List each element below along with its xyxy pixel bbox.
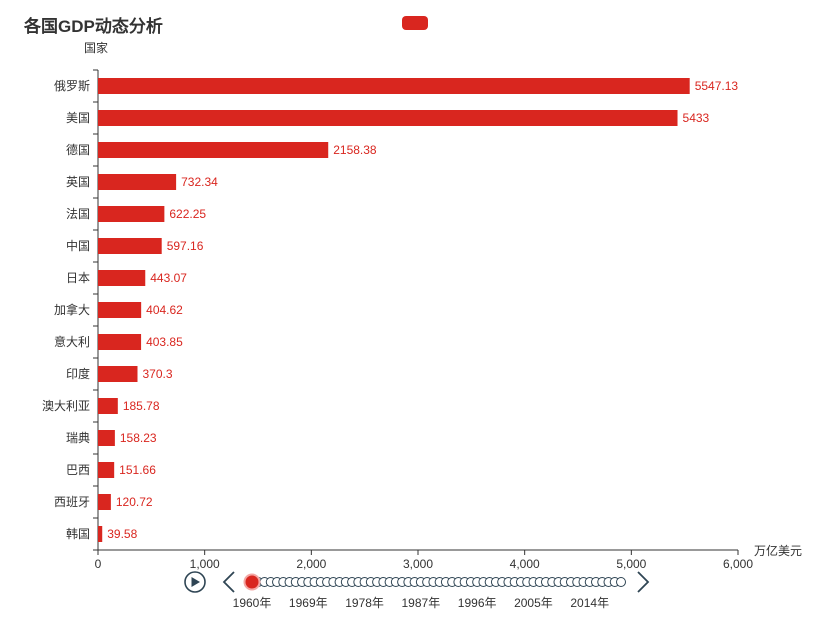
category-label: 俄罗斯 <box>54 79 90 93</box>
value-label: 622.25 <box>169 207 206 221</box>
x-tick-label: 4,000 <box>510 557 540 571</box>
category-label: 德国 <box>66 142 90 157</box>
bar <box>98 430 115 446</box>
value-label: 151.66 <box>119 463 156 477</box>
value-label: 158.23 <box>120 431 157 445</box>
play-icon <box>184 571 206 593</box>
x-tick-label: 3,000 <box>403 557 433 571</box>
category-label: 法国 <box>66 207 90 221</box>
category-label: 美国 <box>66 111 90 125</box>
chevron-right-icon[interactable] <box>637 571 650 593</box>
bar <box>98 526 103 542</box>
category-label: 澳大利亚 <box>42 399 90 413</box>
value-label: 370.3 <box>142 367 172 381</box>
value-label: 39.58 <box>107 527 137 541</box>
timeline-label: 1960年 <box>233 596 272 610</box>
value-label: 404.62 <box>146 303 183 317</box>
timeline-label: 1996年 <box>458 596 497 610</box>
bar <box>98 398 118 414</box>
bars <box>98 78 690 542</box>
x-tick-label: 6,000 <box>723 557 753 571</box>
value-labels: 5547.13 5433 2158.38 732.34 622.25 597.16 443.… <box>107 79 738 541</box>
y-axis-name: 国家 <box>84 41 109 55</box>
bar <box>98 206 165 222</box>
category-label: 日本 <box>66 271 90 285</box>
x-tick-label: 1,000 <box>190 557 220 571</box>
bar <box>98 366 138 382</box>
timeline-label: 2005年 <box>514 596 553 610</box>
bar <box>98 270 146 286</box>
timeline-label: 1978年 <box>345 596 384 610</box>
chart-title: 各国GDP动态分析 <box>24 17 163 36</box>
category-label: 加拿大 <box>54 302 90 317</box>
chevron-left-icon[interactable] <box>222 571 235 593</box>
timeline-label: 1987年 <box>402 596 441 610</box>
bar <box>98 238 162 254</box>
x-tick-label: 0 <box>95 557 102 571</box>
bar <box>98 142 329 158</box>
value-label: 403.85 <box>146 335 183 349</box>
category-label: 印度 <box>66 366 90 381</box>
value-label: 2158.38 <box>333 143 377 157</box>
category-label: 英国 <box>66 175 90 189</box>
value-label: 120.72 <box>116 495 153 509</box>
value-label: 443.07 <box>150 271 187 285</box>
category-label: 瑞典 <box>66 431 90 445</box>
category-label: 中国 <box>66 238 90 253</box>
value-label: 5547.13 <box>695 79 739 93</box>
category-label: 西班牙 <box>54 495 90 509</box>
bar <box>98 462 115 478</box>
category-label: 韩国 <box>66 526 90 541</box>
value-label: 5433 <box>683 111 710 125</box>
timeline-dot[interactable] <box>616 577 626 587</box>
play-button[interactable] <box>184 571 206 593</box>
bar <box>98 494 111 510</box>
timeline: 1960年 1969年 1978年 1987年 1996年 2005年 2014年 <box>184 571 650 610</box>
bar <box>98 110 678 126</box>
x-tick-label: 2,000 <box>296 557 326 571</box>
bar <box>98 302 142 318</box>
x-tick-label: 5,000 <box>616 557 646 571</box>
legend-swatch[interactable] <box>402 16 428 30</box>
bar <box>98 334 142 350</box>
timeline-label: 1969年 <box>289 596 328 610</box>
bar <box>98 78 690 94</box>
timeline-current-marker <box>243 573 261 591</box>
value-label: 732.34 <box>181 175 218 189</box>
play-triangle-icon <box>191 577 200 587</box>
timeline-label: 2014年 <box>570 596 609 610</box>
category-label: 意大利 <box>54 334 90 349</box>
value-label: 597.16 <box>167 239 204 253</box>
value-label: 185.78 <box>123 399 160 413</box>
x-axis-name: 万亿美元 <box>754 544 803 558</box>
category-label: 巴西 <box>66 463 90 477</box>
bar <box>98 174 177 190</box>
